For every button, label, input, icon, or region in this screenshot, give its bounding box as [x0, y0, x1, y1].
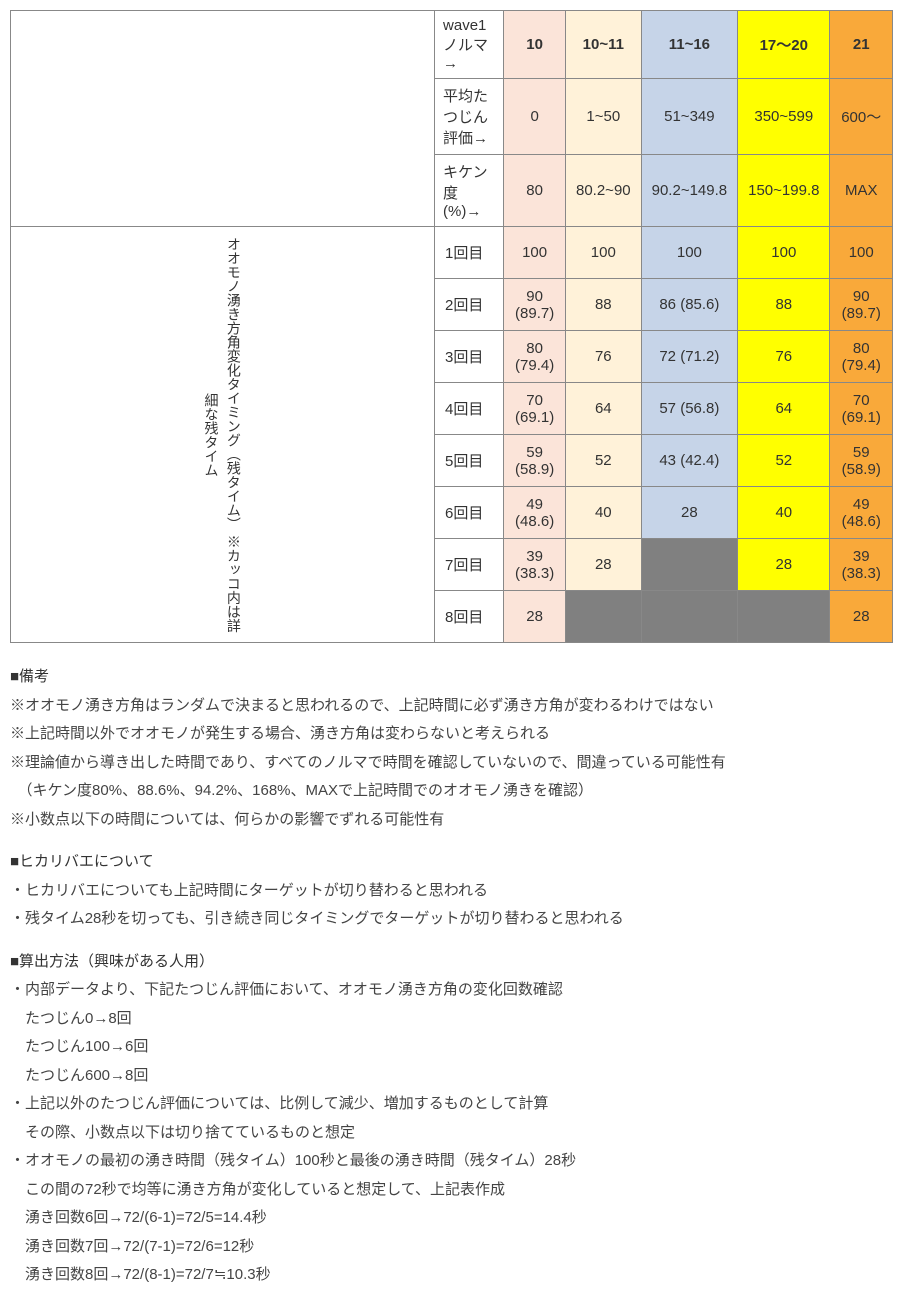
cell-r2-c5: 90 (89.7) — [830, 279, 893, 331]
notes-s3-l5: ・上記以外のたつじん評価については、比例して減少、増加するものとして計算 — [10, 1090, 893, 1119]
cell-r3-c2: 76 — [565, 331, 641, 383]
notes-s2-head: ■ヒカリバエについて — [10, 848, 893, 877]
cell-r6-c4: 40 — [738, 487, 830, 539]
cell-r8-c4 — [738, 591, 830, 643]
notes-s3-head: ■算出方法（興味がある人用） — [10, 948, 893, 977]
cell-r3-c4: 76 — [738, 331, 830, 383]
cell-r8-c3 — [641, 591, 738, 643]
cell-r7-c1: 39 (38.3) — [504, 539, 566, 591]
kiken-col4: 150~199.8 — [738, 155, 830, 227]
cell-r1-c4: 100 — [738, 227, 830, 279]
notes-s3-l9: 湧き回数6回→72/(6-1)=72/5=14.4秒 — [10, 1204, 893, 1233]
cell-r5-c5: 59 (58.9) — [830, 435, 893, 487]
cell-r7-c2: 28 — [565, 539, 641, 591]
notes-s3-l4: たつじん600→8回 — [10, 1062, 893, 1091]
header-kiken-label: キケン度(%)→ — [435, 155, 504, 227]
cell-r2-c2: 88 — [565, 279, 641, 331]
row-5-label: 5回目 — [435, 435, 504, 487]
cell-r1-c1: 100 — [504, 227, 566, 279]
cell-r3-c1: 80 (79.4) — [504, 331, 566, 383]
kiken-col3: 90.2~149.8 — [641, 155, 738, 227]
notes-s3-l2: たつじん0→8回 — [10, 1005, 893, 1034]
notes-s2-l1: ・ヒカリバエについても上記時間にターゲットが切り替わると思われる — [10, 877, 893, 906]
kiken-col2: 80.2~90 — [565, 155, 641, 227]
hyoka-col1: 0 — [504, 79, 566, 155]
cell-r8-c5: 28 — [830, 591, 893, 643]
kiken-col1: 80 — [504, 155, 566, 227]
row-3-label: 3回目 — [435, 331, 504, 383]
spawn-timing-table: wave1ノルマ→ 10 10~11 11~16 17〜20 21 平均たつじん… — [10, 10, 893, 643]
notes-s3-l6: その際、小数点以下は切り捨てているものと想定 — [10, 1119, 893, 1148]
cell-r4-c5: 70 (69.1) — [830, 383, 893, 435]
cell-r6-c2: 40 — [565, 487, 641, 539]
notes-section: ■備考 ※オオモノ湧き方角はランダムで決まると思われるので、上記時間に必ず湧き方… — [10, 663, 893, 1290]
kiken-col5: MAX — [830, 155, 893, 227]
hyoka-col3: 51~349 — [641, 79, 738, 155]
cell-r7-c3 — [641, 539, 738, 591]
row-4-label: 4回目 — [435, 383, 504, 435]
row-6-label: 6回目 — [435, 487, 504, 539]
row-8-label: 8回目 — [435, 591, 504, 643]
hyoka-col2: 1~50 — [565, 79, 641, 155]
notes-s1-l3: ※理論値から導き出した時間であり、すべてのノルマで時間を確認していないので、間違… — [10, 749, 893, 778]
row-7-label: 7回目 — [435, 539, 504, 591]
cell-r7-c4: 28 — [738, 539, 830, 591]
cell-r2-c4: 88 — [738, 279, 830, 331]
notes-s3-l7: ・オオモノの最初の湧き時間（残タイム）100秒と最後の湧き時間（残タイム）28秒 — [10, 1147, 893, 1176]
row-1-label: 1回目 — [435, 227, 504, 279]
notes-s3-l1: ・内部データより、下記たつじん評価において、オオモノ湧き方角の変化回数確認 — [10, 976, 893, 1005]
cell-r5-c1: 59 (58.9) — [504, 435, 566, 487]
cell-r2-c1: 90 (89.7) — [504, 279, 566, 331]
corner-cell — [11, 11, 435, 227]
cell-r1-c3: 100 — [641, 227, 738, 279]
cell-r6-c3: 28 — [641, 487, 738, 539]
cell-r3-c5: 80 (79.4) — [830, 331, 893, 383]
cell-r5-c4: 52 — [738, 435, 830, 487]
cell-r1-c2: 100 — [565, 227, 641, 279]
hyoka-col5: 600〜 — [830, 79, 893, 155]
cell-r6-c1: 49 (48.6) — [504, 487, 566, 539]
cell-r5-c2: 52 — [565, 435, 641, 487]
notes-s1-l1: ※オオモノ湧き方角はランダムで決まると思われるので、上記時間に必ず湧き方角が変わ… — [10, 692, 893, 721]
notes-s2-l2: ・残タイム28秒を切っても、引き続き同じタイミングでターゲットが切り替わると思わ… — [10, 905, 893, 934]
norma-col3: 11~16 — [641, 11, 738, 79]
cell-r4-c4: 64 — [738, 383, 830, 435]
notes-s1-l2: ※上記時間以外でオオモノが発生する場合、湧き方角は変わらないと考えられる — [10, 720, 893, 749]
notes-s3-l11: 湧き回数8回→72/(8-1)=72/7≒10.3秒 — [10, 1261, 893, 1290]
norma-col2: 10~11 — [565, 11, 641, 79]
notes-s1-head: ■備考 — [10, 663, 893, 692]
cell-r4-c1: 70 (69.1) — [504, 383, 566, 435]
notes-s1-l5: ※小数点以下の時間については、何らかの影響でずれる可能性有 — [10, 806, 893, 835]
norma-col5: 21 — [830, 11, 893, 79]
row-2-label: 2回目 — [435, 279, 504, 331]
norma-col4: 17〜20 — [738, 11, 830, 79]
notes-s3-l10: 湧き回数7回→72/(7-1)=72/6=12秒 — [10, 1233, 893, 1262]
cell-r7-c5: 39 (38.3) — [830, 539, 893, 591]
notes-s3-l3: たつじん100→6回 — [10, 1033, 893, 1062]
hyoka-col4: 350~599 — [738, 79, 830, 155]
cell-r5-c3: 43 (42.4) — [641, 435, 738, 487]
cell-r4-c3: 57 (56.8) — [641, 383, 738, 435]
header-norma-label: wave1ノルマ→ — [435, 11, 504, 79]
header-hyoka-label: 平均たつじん評価→ — [435, 79, 504, 155]
notes-s1-l4: （キケン度80%、88.6%、94.2%、168%、MAXで上記時間でのオオモノ… — [10, 777, 893, 806]
cell-r4-c2: 64 — [565, 383, 641, 435]
vertical-side-label: オオモノ湧き方角変化タイミング（残タイム） ※カッコ内は詳細な残タイム — [11, 227, 435, 643]
cell-r2-c3: 86 (85.6) — [641, 279, 738, 331]
cell-r6-c5: 49 (48.6) — [830, 487, 893, 539]
cell-r1-c5: 100 — [830, 227, 893, 279]
cell-r3-c3: 72 (71.2) — [641, 331, 738, 383]
cell-r8-c2 — [565, 591, 641, 643]
cell-r8-c1: 28 — [504, 591, 566, 643]
norma-col1: 10 — [504, 11, 566, 79]
